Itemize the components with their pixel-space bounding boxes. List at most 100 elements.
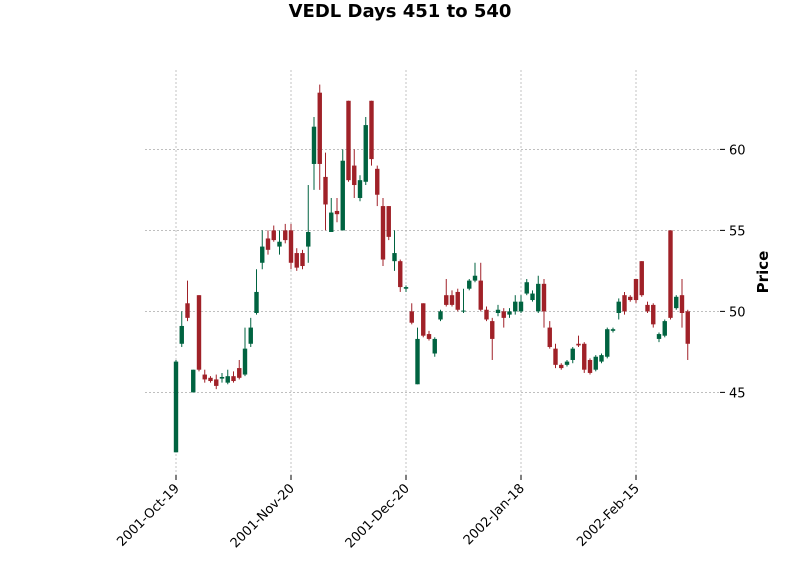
candle-body <box>633 278 639 301</box>
candle-body <box>392 253 397 262</box>
candle-body <box>363 125 368 182</box>
candle-body <box>651 304 656 325</box>
candle-body <box>225 376 230 383</box>
candle-body <box>449 295 455 305</box>
candle-body <box>645 304 650 312</box>
candle-body <box>536 283 541 312</box>
candle-body <box>444 295 449 305</box>
candle-body <box>541 283 547 312</box>
candle-body <box>271 230 276 241</box>
candle-body <box>329 212 334 232</box>
candle-body <box>369 100 374 160</box>
candle-body <box>518 301 524 312</box>
candle-body <box>300 253 305 267</box>
candle-body <box>507 311 512 315</box>
candle-body <box>622 295 627 312</box>
candle-body <box>208 377 213 382</box>
candle-body <box>191 369 196 393</box>
candle-body <box>461 310 466 312</box>
candle-body <box>185 303 190 318</box>
candle-body <box>576 343 581 346</box>
candle-body <box>196 295 202 370</box>
candle-body <box>467 280 472 289</box>
candle-body <box>524 282 529 294</box>
candle-body <box>254 291 259 313</box>
candle-body <box>248 327 253 344</box>
candle-body <box>242 348 248 375</box>
candle-body <box>564 361 570 365</box>
y-axis-label: Price <box>754 251 772 294</box>
candle-body <box>398 261 403 288</box>
y-tick-label: 45 <box>729 386 746 401</box>
candle-body <box>202 374 207 380</box>
y-tick-label: 50 <box>729 305 746 320</box>
candle-body <box>559 364 564 369</box>
candle-body <box>219 376 225 379</box>
candle-body <box>375 168 380 195</box>
candle-body <box>484 309 489 320</box>
candle-body <box>679 295 685 313</box>
candle-body <box>306 232 311 247</box>
candle-body <box>426 334 432 339</box>
candle-body <box>495 309 501 313</box>
x-tick-label: 2001-Nov-20 <box>228 481 298 551</box>
candle-body <box>214 379 219 386</box>
x-tick-label: 2002-Jan-18 <box>461 481 528 548</box>
candle-body <box>403 287 409 289</box>
candle-body <box>380 206 386 260</box>
candle-body <box>237 368 242 378</box>
candle-body <box>415 338 420 385</box>
candle-body <box>294 253 299 268</box>
y-tick-label: 55 <box>729 224 746 239</box>
candle-body <box>605 329 610 357</box>
chart-title: VEDL Days 451 to 540 <box>289 1 512 22</box>
candle-body <box>323 176 328 205</box>
x-tick-label: 2002-Feb-15 <box>574 481 643 550</box>
candle-body <box>490 321 495 339</box>
x-tick-label: 2001-Oct-19 <box>114 481 182 549</box>
candle-body <box>662 321 667 336</box>
candle-body <box>265 238 271 250</box>
candle-body <box>628 296 633 301</box>
candle-body <box>501 311 506 318</box>
candle-body <box>317 92 322 164</box>
y-tick-label: 60 <box>729 143 746 158</box>
candle-body <box>283 230 288 241</box>
candle-body <box>409 311 414 323</box>
candle-body <box>386 206 391 237</box>
candle-body <box>553 348 558 365</box>
candle-body <box>455 291 460 310</box>
candle-body <box>311 126 317 164</box>
candle-body <box>547 327 552 348</box>
candle-body <box>288 230 294 263</box>
candle-body <box>340 160 345 231</box>
candle-body <box>668 230 673 318</box>
candle-body <box>472 275 478 281</box>
candle-body <box>587 359 593 373</box>
candle-body <box>432 338 437 354</box>
candle-body <box>656 334 662 339</box>
candle-body <box>173 361 179 453</box>
candle-body <box>593 356 598 370</box>
candle-body <box>352 165 357 186</box>
x-tick-label: 2001-Dec-20 <box>343 481 413 551</box>
candle-body <box>357 180 363 198</box>
candle-body <box>478 280 483 310</box>
candle-body <box>610 329 616 331</box>
candle-body <box>421 303 426 336</box>
candle-body <box>513 301 518 312</box>
candle-body <box>231 376 236 382</box>
candle-body <box>582 343 587 370</box>
candle-body <box>179 325 184 344</box>
candle-body <box>334 210 340 215</box>
candle-body <box>570 348 575 360</box>
candle-body <box>260 246 265 263</box>
candle-body <box>277 241 282 247</box>
candle-body <box>438 311 443 320</box>
candle-body <box>530 293 535 301</box>
candle-body <box>616 301 621 313</box>
candle-body <box>639 261 644 296</box>
candle-body <box>685 311 690 344</box>
candle-body <box>674 296 679 309</box>
